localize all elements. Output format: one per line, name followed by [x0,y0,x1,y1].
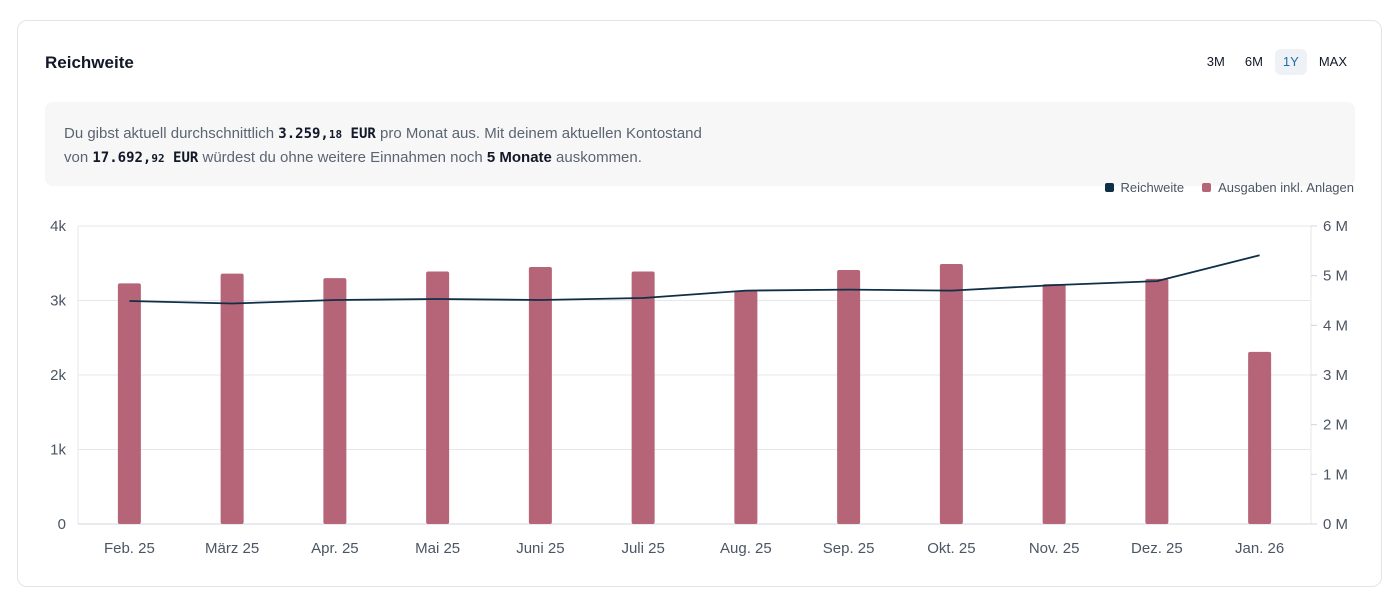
y-left-tick-label: 4k [50,218,66,235]
range-tab-1y[interactable]: 1Y [1274,49,1307,75]
line-reichweite [129,254,1260,305]
range-tab-3m[interactable]: 3M [1206,54,1225,69]
bar-ausgaben [1145,278,1169,524]
bar-ausgaben [837,269,861,524]
summary-text: von [64,149,93,166]
y-right-tick-label: 2 M [1323,417,1348,434]
legend-item-reichweite[interactable]: Reichweite [1104,180,1185,195]
card-title: Reichweite [45,53,134,72]
bar-ausgaben [220,273,244,524]
balance-amount-currency: EUR [164,150,199,166]
bar-ausgaben [528,266,552,524]
x-tick-label: Feb. 25 [104,540,155,557]
months-remaining: 5 Monate [486,149,552,166]
bar-ausgaben [426,271,450,524]
summary-text: pro Monat aus. Mit deinem aktuellen Kont… [375,125,702,142]
summary-text: auskommen. [551,149,642,166]
bar-ausgaben [631,271,655,524]
range-tab-6m[interactable]: 6M [1244,54,1263,69]
x-tick-label: Jan. 26 [1235,540,1284,557]
x-tick-label: Aug. 25 [720,540,772,557]
range-selector: 3M 6M 1Y MAX [1199,49,1355,75]
legend-item-ausgaben[interactable]: Ausgaben inkl. Anlagen [1202,180,1354,195]
balance-amount: 17.692,92 EUR [92,150,198,166]
y-left-tick-label: 0 [58,516,66,533]
y-right-tick-label: 1 M [1323,466,1348,483]
y-right-tick-label: 3 M [1323,367,1348,384]
summary-line-2: von 17.692,92 EUR würdest du ohne weiter… [64,146,1336,170]
y-left-tick-label: 2k [50,367,66,384]
summary-line-1: Du gibst aktuell durchschnittlich 3.259,… [64,122,1336,146]
bar-ausgaben [1042,284,1066,524]
y-right-tick-label: 5 M [1323,268,1348,285]
average-amount: 3.259,18 EUR [278,126,376,142]
y-left-tick-label: 1k [50,442,66,459]
x-tick-label: Nov. 25 [1029,540,1080,557]
average-amount-int: 3.259, [278,126,329,142]
summary-box: Du gibst aktuell durchschnittlich 3.259,… [45,102,1355,186]
bar-ausgaben [117,283,141,524]
bar-ausgaben [734,290,758,524]
x-tick-label: Dez. 25 [1131,540,1183,557]
legend-swatch-reichweite [1104,183,1114,192]
x-tick-label: März 25 [205,540,259,557]
summary-text: Du gibst aktuell durchschnittlich [64,125,279,142]
y-right-tick-label: 0 M [1323,516,1348,533]
range-tab-max[interactable]: MAX [1318,54,1347,69]
legend-label-reichweite: Reichweite [1120,180,1185,195]
y-right-tick-label: 6 M [1323,218,1348,235]
x-tick-label: Mai 25 [415,540,460,557]
chart-legend: Reichweite Ausgaben inkl. Anlagen [1104,180,1354,195]
x-tick-label: Okt. 25 [927,540,975,557]
bar-ausgaben [1248,351,1272,524]
legend-swatch-ausgaben [1202,183,1212,192]
balance-amount-int: 17.692, [92,150,152,166]
x-tick-label: Juni 25 [516,540,564,557]
x-tick-label: Apr. 25 [311,540,359,557]
average-amount-cents: 18 [328,128,343,141]
legend-label-ausgaben: Ausgaben inkl. Anlagen [1218,180,1354,195]
bar-ausgaben [323,278,347,524]
bar-ausgaben [939,263,963,524]
average-amount-currency: EUR [342,126,376,142]
y-right-tick-label: 4 M [1323,317,1348,334]
summary-text: würdest du ohne weitere Einnahmen noch [198,149,487,166]
y-left-tick-label: 3k [50,293,66,310]
x-tick-label: Juli 25 [621,540,664,557]
balance-amount-cents: 92 [151,152,165,165]
x-tick-label: Sep. 25 [823,540,875,557]
